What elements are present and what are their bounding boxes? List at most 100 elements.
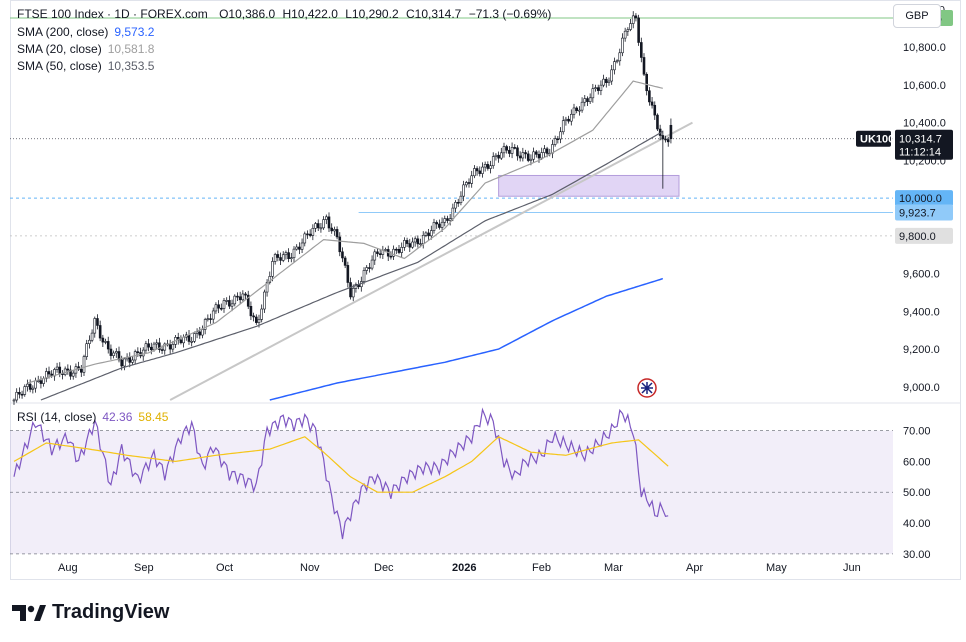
candle[interactable] xyxy=(80,364,83,377)
candle[interactable] xyxy=(456,198,460,207)
currency-button[interactable]: GBP xyxy=(893,4,941,28)
candle[interactable] xyxy=(580,97,584,113)
candle[interactable] xyxy=(362,267,366,285)
candle[interactable] xyxy=(322,216,325,230)
candle[interactable] xyxy=(147,338,150,352)
candle[interactable] xyxy=(510,142,514,159)
candle[interactable] xyxy=(241,290,245,303)
candle[interactable] xyxy=(653,101,657,120)
candle[interactable] xyxy=(575,106,578,114)
candle[interactable] xyxy=(123,357,126,371)
candle[interactable] xyxy=(117,346,121,363)
candle[interactable] xyxy=(661,130,665,189)
candle[interactable] xyxy=(559,127,562,144)
candle[interactable] xyxy=(440,217,444,232)
candle[interactable] xyxy=(85,339,88,360)
candle[interactable] xyxy=(508,146,511,158)
candle[interactable] xyxy=(104,338,107,345)
candle[interactable] xyxy=(333,226,336,236)
candle[interactable] xyxy=(306,230,309,239)
candle[interactable] xyxy=(483,161,487,172)
candle[interactable] xyxy=(594,84,597,92)
candle[interactable] xyxy=(45,367,48,383)
candle[interactable] xyxy=(300,238,304,253)
candle[interactable] xyxy=(101,334,105,347)
candle[interactable] xyxy=(190,336,193,347)
candle[interactable] xyxy=(446,215,449,224)
candle[interactable] xyxy=(578,106,581,116)
candle[interactable] xyxy=(244,292,247,301)
candle[interactable] xyxy=(63,366,67,377)
candle[interactable] xyxy=(467,178,471,188)
candle[interactable] xyxy=(570,109,573,126)
sma200-line[interactable] xyxy=(269,277,664,401)
candle[interactable] xyxy=(567,115,570,124)
candle[interactable] xyxy=(551,139,554,159)
candle[interactable] xyxy=(373,249,377,265)
candle[interactable] xyxy=(203,317,207,335)
candle[interactable] xyxy=(349,277,352,300)
candle[interactable] xyxy=(489,160,492,174)
candle[interactable] xyxy=(308,229,312,238)
candle[interactable] xyxy=(494,153,498,161)
candle[interactable] xyxy=(505,144,508,154)
candle[interactable] xyxy=(648,87,651,106)
candle[interactable] xyxy=(634,13,638,22)
candle[interactable] xyxy=(343,255,347,269)
candle[interactable] xyxy=(66,364,70,375)
candle[interactable] xyxy=(290,252,293,263)
candle[interactable] xyxy=(497,151,500,163)
candle[interactable] xyxy=(626,27,630,36)
candle[interactable] xyxy=(389,251,393,260)
candle[interactable] xyxy=(341,247,344,263)
candle[interactable] xyxy=(586,96,589,107)
candle[interactable] xyxy=(303,231,307,247)
candle[interactable] xyxy=(443,215,447,227)
candle[interactable] xyxy=(201,325,204,339)
candle[interactable] xyxy=(588,93,592,104)
candle[interactable] xyxy=(206,314,210,322)
candle[interactable] xyxy=(599,80,603,96)
candle[interactable] xyxy=(20,390,24,399)
candle[interactable] xyxy=(416,235,420,248)
candle[interactable] xyxy=(279,252,282,266)
candle[interactable] xyxy=(325,214,328,225)
candle[interactable] xyxy=(640,37,643,63)
candle[interactable] xyxy=(629,19,632,32)
candle[interactable] xyxy=(650,97,654,109)
candle[interactable] xyxy=(335,226,339,240)
candle[interactable] xyxy=(115,348,118,358)
candle[interactable] xyxy=(12,398,16,405)
candle[interactable] xyxy=(432,218,436,234)
candle[interactable] xyxy=(193,331,196,344)
candle[interactable] xyxy=(613,57,616,75)
candle[interactable] xyxy=(131,356,134,366)
candle[interactable] xyxy=(454,200,457,213)
sma20-line[interactable] xyxy=(27,80,663,384)
candle[interactable] xyxy=(319,222,323,233)
candle[interactable] xyxy=(98,320,102,342)
candle[interactable] xyxy=(486,161,490,171)
candle[interactable] xyxy=(209,313,212,324)
candle[interactable] xyxy=(168,339,172,354)
candle[interactable] xyxy=(228,295,231,309)
candle[interactable] xyxy=(475,166,479,176)
candle[interactable] xyxy=(378,248,382,259)
candle[interactable] xyxy=(133,349,137,365)
candle[interactable] xyxy=(596,84,600,95)
candle[interactable] xyxy=(265,279,269,297)
candle[interactable] xyxy=(540,147,543,160)
candle[interactable] xyxy=(438,219,441,230)
candle[interactable] xyxy=(602,74,605,88)
candle[interactable] xyxy=(144,340,148,354)
candle[interactable] xyxy=(90,329,94,343)
candle[interactable] xyxy=(195,328,199,339)
candle[interactable] xyxy=(413,236,417,247)
candle[interactable] xyxy=(637,14,640,46)
candle[interactable] xyxy=(491,152,495,169)
candle[interactable] xyxy=(376,248,379,257)
candle[interactable] xyxy=(526,150,530,163)
candle[interactable] xyxy=(392,245,395,260)
candle[interactable] xyxy=(365,265,368,275)
candle[interactable] xyxy=(532,147,535,163)
